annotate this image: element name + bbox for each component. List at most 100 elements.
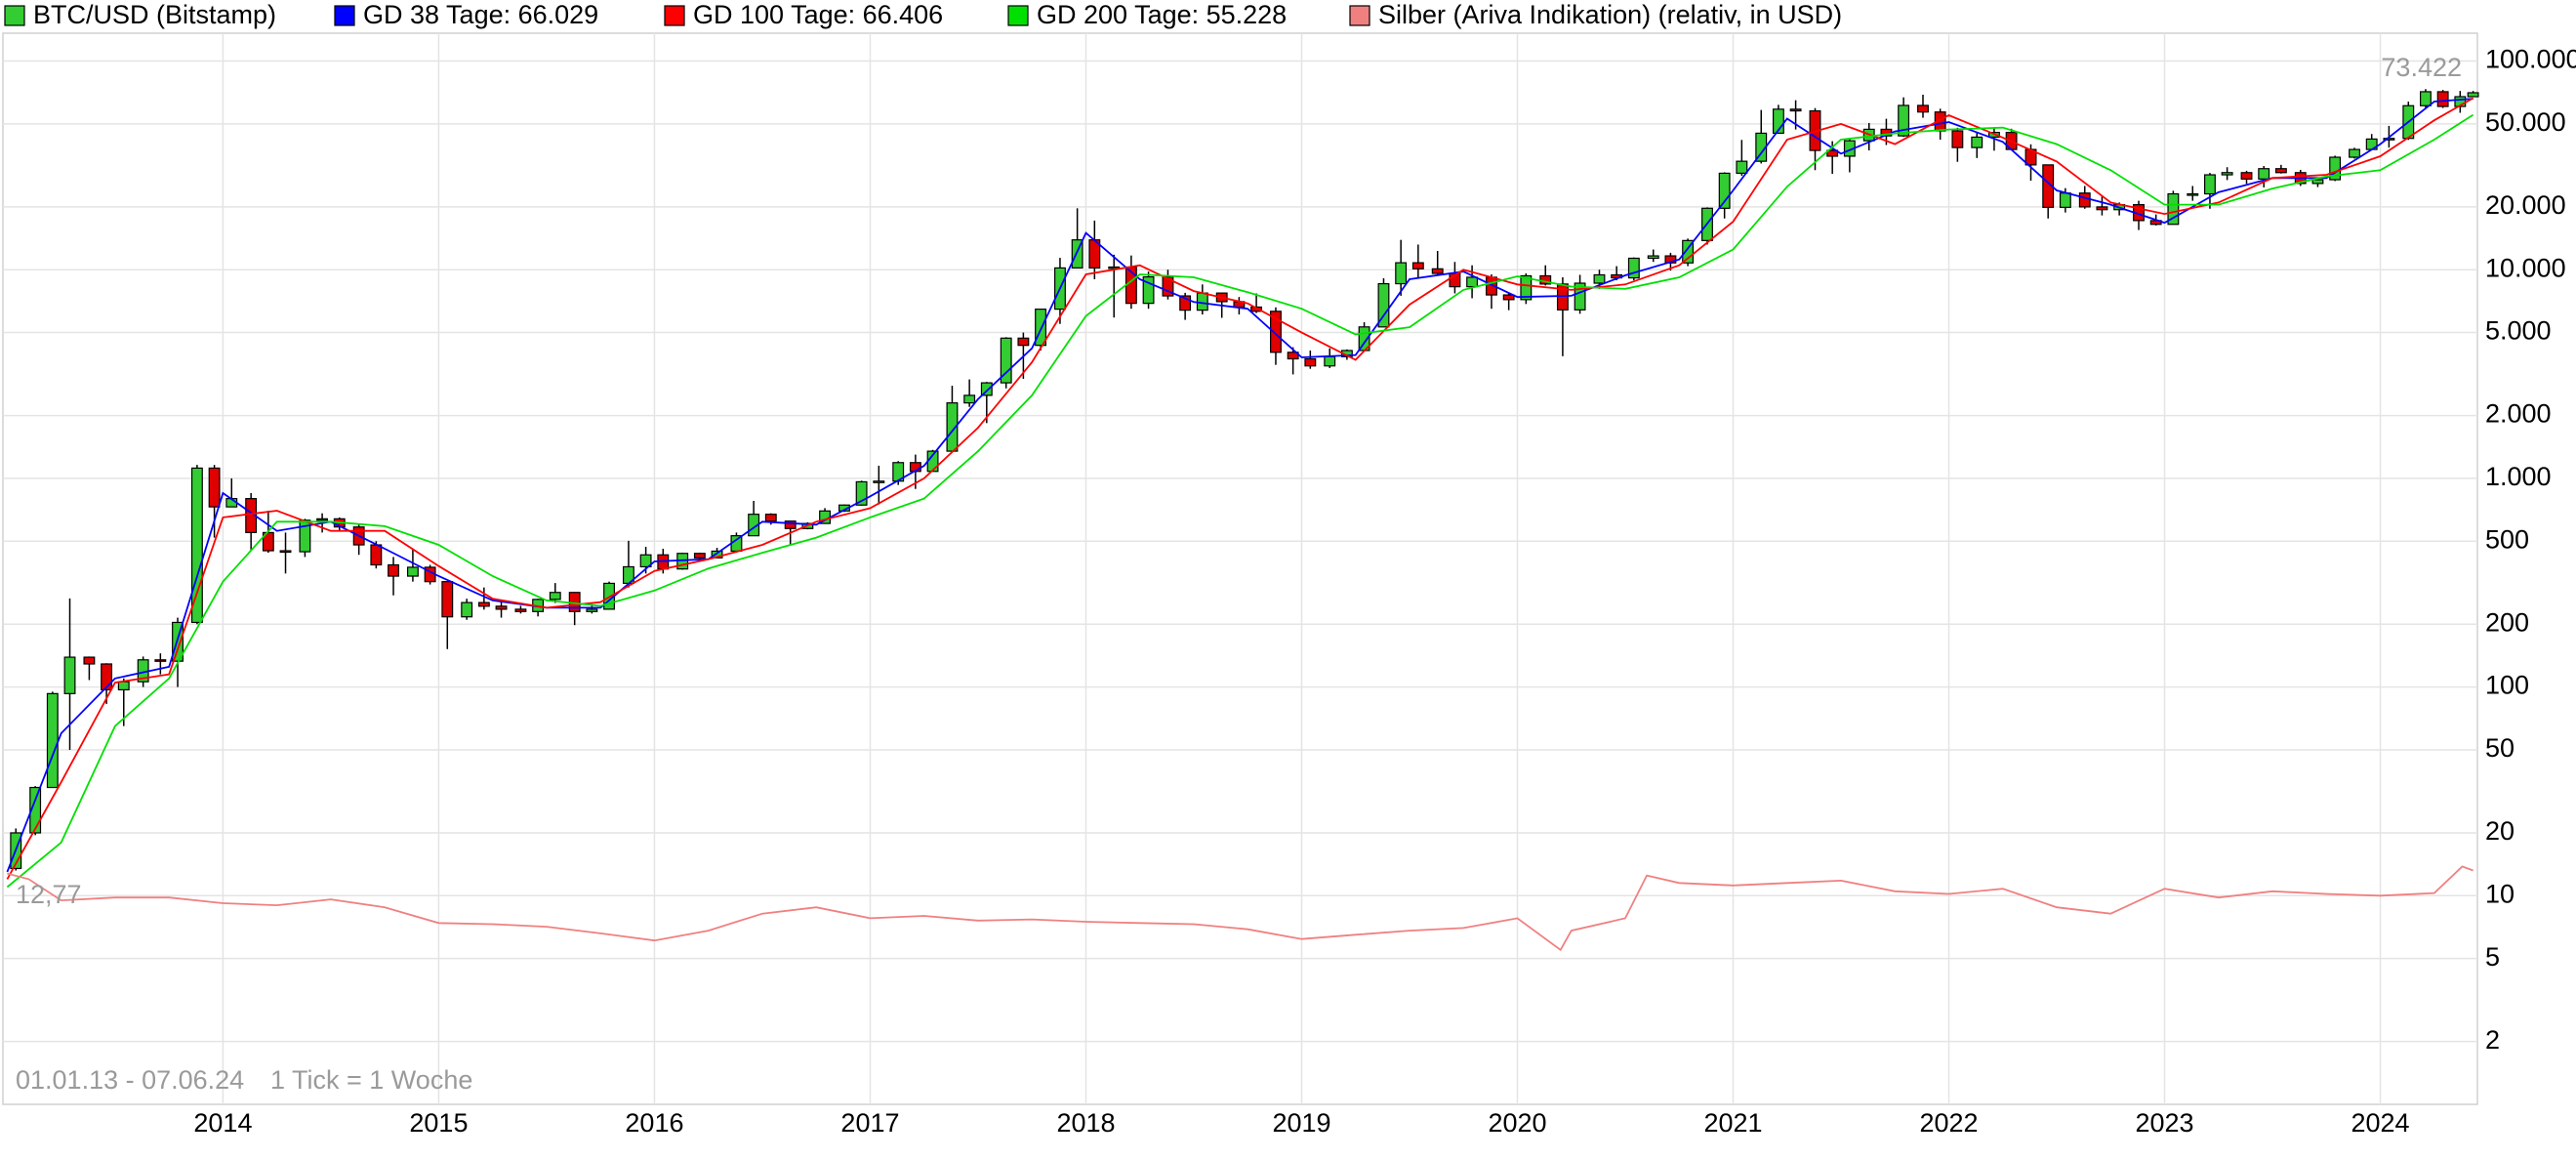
legend-swatch [664, 5, 685, 26]
candle-body [2467, 92, 2479, 98]
candle-body [568, 592, 581, 612]
x-tick-label: 2016 [625, 1108, 683, 1138]
candle-body [2420, 91, 2432, 106]
candle-body [2167, 192, 2180, 226]
candle-body [1035, 309, 1047, 347]
candle-body [514, 608, 527, 612]
candle-body [154, 659, 167, 662]
candle-body [1502, 294, 1515, 301]
candle-body [316, 518, 329, 521]
candle-body [784, 520, 797, 529]
candle-body [1287, 352, 1299, 360]
candle-body [279, 550, 292, 554]
y-tick-label: 2 [2485, 1025, 2500, 1055]
legend-swatch [4, 5, 25, 26]
x-tick-label: 2022 [1919, 1108, 1978, 1138]
x-tick-label: 2023 [2135, 1108, 2193, 1138]
candle-body [29, 786, 42, 834]
y-tick-label: 50 [2485, 733, 2515, 763]
candle-body [1736, 160, 1748, 175]
legend-label: GD 200 Tage: 55.228 [1037, 0, 1287, 29]
candle-body [586, 608, 598, 612]
grid [3, 33, 2477, 1104]
candle-body [208, 467, 221, 508]
candle-body [1324, 355, 1336, 367]
candle-body [461, 601, 473, 618]
candle-body [2042, 164, 2055, 208]
candle-body [639, 554, 652, 568]
candle-body [1466, 276, 1479, 288]
candle-body [1826, 149, 1839, 157]
candle-body [1142, 275, 1155, 305]
legend-swatch [1007, 5, 1029, 26]
legend-label: BTC/USD (Bitstamp) [33, 0, 276, 29]
x-tick-label: 2014 [193, 1108, 252, 1138]
candle-body [549, 592, 561, 601]
candle-body [1270, 311, 1282, 353]
candle-body [1411, 262, 1424, 269]
legend-label: GD 38 Tage: 66.029 [363, 0, 598, 29]
candle-body [117, 681, 130, 691]
y-tick-label: 5.000 [2485, 316, 2552, 346]
line-series [6, 98, 2474, 873]
candle-body [2187, 192, 2199, 196]
x-tick-label: 2015 [409, 1108, 468, 1138]
candle-body [441, 581, 454, 618]
candle-body [1917, 104, 1929, 113]
candle-body [1162, 275, 1174, 297]
candle-body [2078, 192, 2091, 208]
y-tick-label: 500 [2485, 524, 2529, 554]
annotation: 1 Tick = 1 Woche [270, 1065, 472, 1095]
line-series [6, 113, 2474, 889]
candle-body [1951, 130, 1964, 148]
candle-body [2240, 172, 2253, 180]
candle-body [1377, 282, 1390, 328]
legend-swatch [1349, 5, 1370, 26]
line-series [7, 865, 2474, 952]
candle-body [1971, 136, 1983, 148]
candle-body [1179, 295, 1192, 311]
candle-body [855, 480, 868, 506]
candle-body [46, 692, 59, 789]
y-tick-label: 50.000 [2485, 107, 2566, 137]
line-series [6, 97, 2474, 880]
y-tick-label: 10.000 [2485, 253, 2566, 282]
legend-label: GD 100 Tage: 66.406 [693, 0, 943, 29]
candle-body [1772, 108, 1784, 135]
x-tick-label: 2020 [1488, 1108, 1546, 1138]
candle-body [764, 514, 777, 522]
candle-body [1108, 266, 1121, 269]
candle-body [980, 382, 993, 396]
y-tick-label: 20.000 [2485, 190, 2566, 220]
candle-body [2096, 206, 2108, 211]
candle-body [1071, 239, 1084, 269]
plot-frame [2, 32, 2478, 1105]
legend-swatch [334, 5, 355, 26]
candle-body [1789, 108, 1802, 112]
candle-body [2258, 168, 2270, 180]
candle-body [370, 544, 383, 566]
y-tick-label: 200 [2485, 607, 2529, 637]
annotation: 01.01.13 - 07.06.24 [16, 1065, 244, 1095]
candle-body [63, 656, 76, 694]
candle-body [1627, 257, 1640, 279]
candle-body [1593, 273, 1606, 284]
candle-body [101, 663, 113, 691]
annotation: 73.422 [2381, 53, 2462, 82]
x-tick-label: 2017 [840, 1108, 899, 1138]
candle-body [963, 394, 976, 404]
x-tick-label: 2021 [1703, 1108, 1762, 1138]
x-tick-label: 2019 [1272, 1108, 1330, 1138]
candle-body [1574, 282, 1586, 311]
candle-body [2311, 179, 2324, 185]
candle-body [1431, 268, 1444, 274]
candle-body [190, 467, 203, 624]
x-tick-label: 2024 [2351, 1108, 2410, 1138]
candle-body [711, 550, 723, 559]
candle-body [388, 563, 399, 577]
candle-body [1017, 337, 1030, 347]
candle-body [1647, 255, 1659, 260]
candle-body [1664, 255, 1677, 264]
